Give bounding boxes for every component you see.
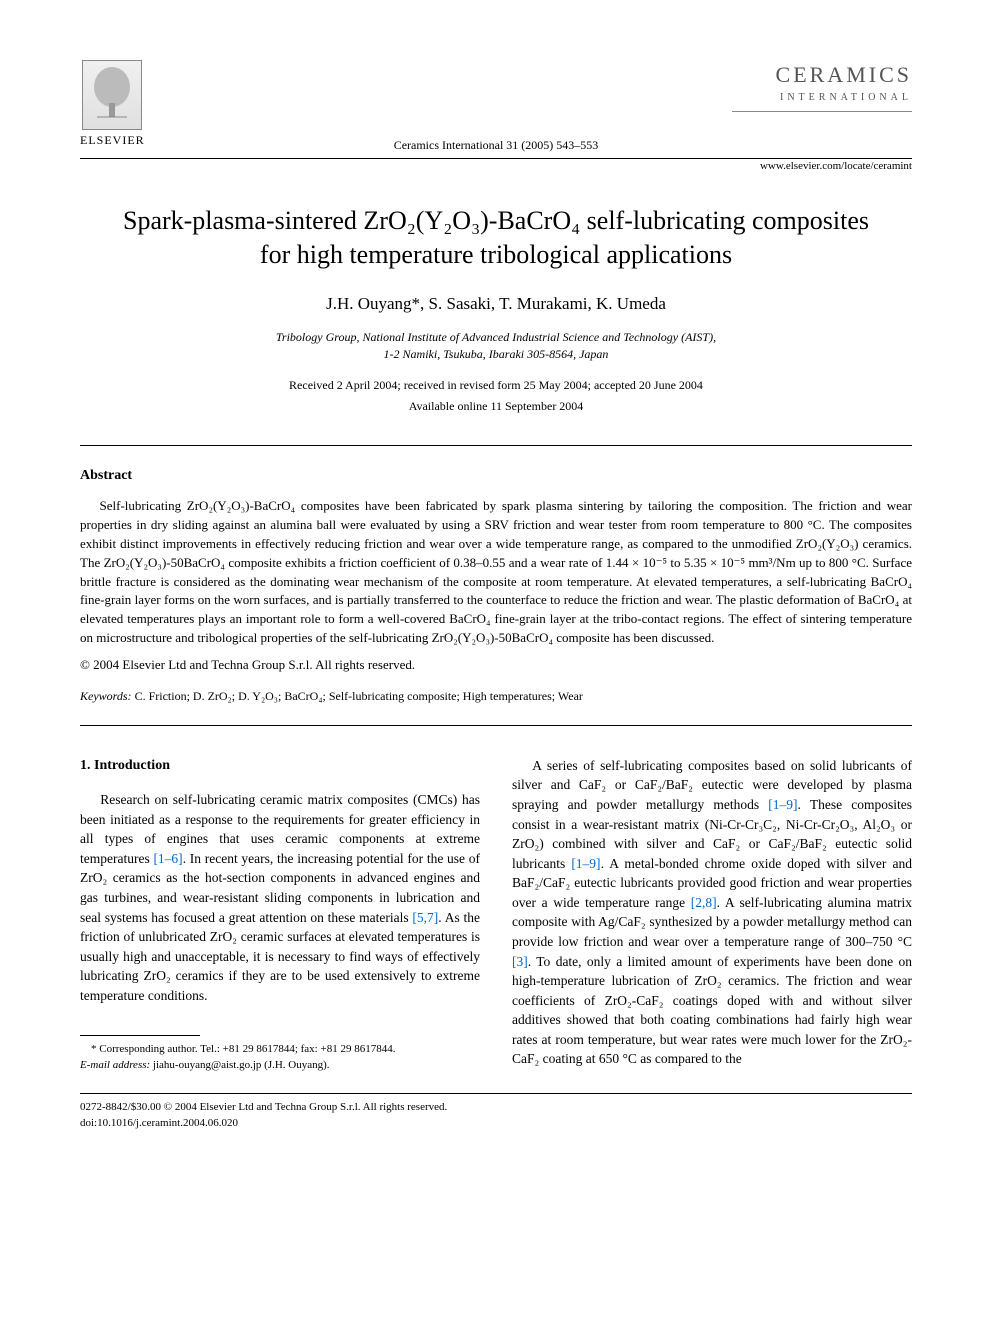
left-column: 1. Introduction Research on self-lubrica…: [80, 756, 480, 1073]
footer-rule: [80, 1093, 912, 1094]
citation-reference: Ceramics International 31 (2005) 543–553: [80, 137, 912, 154]
email-label: E-mail address:: [80, 1059, 150, 1071]
journal-subtitle: INTERNATIONAL: [732, 91, 912, 105]
keywords: Keywords: C. Friction; D. ZrO₂; D. Y₂O₃;…: [80, 688, 912, 705]
intro-paragraph-right: A series of self-lubricating composites …: [512, 756, 912, 1069]
reference-link[interactable]: [1–6]: [153, 851, 182, 866]
author-list: J.H. Ouyang*, S. Sasaki, T. Murakami, K.…: [80, 292, 912, 316]
page-header: ELSEVIER CERAMICS INTERNATIONAL: [80, 60, 912, 149]
affiliation-line-1: Tribology Group, National Institute of A…: [276, 330, 716, 344]
publisher-name: ELSEVIER: [80, 132, 145, 149]
separator-rule: [80, 445, 912, 446]
affiliation: Tribology Group, National Institute of A…: [80, 329, 912, 363]
copyright-line: © 2004 Elsevier Ltd and Techna Group S.r…: [80, 656, 912, 674]
reference-link[interactable]: [5,7]: [412, 910, 438, 925]
journal-name: CERAMICS: [732, 60, 912, 91]
email-address[interactable]: jiahu-ouyang@aist.go.jp (J.H. Ouyang).: [150, 1059, 329, 1071]
footer-doi: doi:10.1016/j.ceramint.2004.06.020: [80, 1116, 912, 1131]
article-title: Spark-plasma-sintered ZrO₂(Y₂O₃)-BaCrO₄ …: [120, 204, 872, 272]
corresponding-author: * Corresponding author. Tel.: +81 29 861…: [91, 1043, 395, 1055]
keywords-label: Keywords:: [80, 689, 132, 703]
footnote-separator: [80, 1035, 200, 1036]
journal-logo: CERAMICS INTERNATIONAL: [732, 60, 912, 112]
reference-link[interactable]: [2,8]: [691, 895, 717, 910]
corresponding-footnote: * Corresponding author. Tel.: +81 29 861…: [80, 1042, 480, 1073]
reference-link[interactable]: [3]: [512, 954, 528, 969]
right-column: A series of self-lubricating composites …: [512, 756, 912, 1073]
abstract-text: Self-lubricating ZrO₂(Y₂O₃)-BaCrO₄ compo…: [80, 497, 912, 648]
affiliation-line-2: 1-2 Namiki, Tsukuba, Ibaraki 305-8564, J…: [384, 347, 609, 361]
separator-rule-2: [80, 725, 912, 726]
elsevier-tree-icon: [82, 60, 142, 130]
available-online: Available online 11 September 2004: [80, 398, 912, 415]
abstract-heading: Abstract: [80, 466, 912, 486]
section-1-heading: 1. Introduction: [80, 756, 480, 776]
article-dates: Received 2 April 2004; received in revis…: [80, 377, 912, 394]
keywords-text: C. Friction; D. ZrO₂; D. Y₂O₃; BaCrO₄; S…: [132, 689, 583, 703]
footer: 0272-8842/$30.00 © 2004 Elsevier Ltd and…: [80, 1100, 912, 1131]
body-columns: 1. Introduction Research on self-lubrica…: [80, 756, 912, 1073]
reference-link[interactable]: [1–9]: [768, 797, 797, 812]
reference-link[interactable]: [1–9]: [571, 856, 600, 871]
journal-website[interactable]: www.elsevier.com/locate/ceramint: [80, 159, 912, 174]
publisher-logo: ELSEVIER: [80, 60, 145, 149]
abstract-body: Self-lubricating ZrO₂(Y₂O₃)-BaCrO₄ compo…: [80, 497, 912, 648]
intro-paragraph-left: Research on self-lubricating ceramic mat…: [80, 790, 480, 1005]
footer-copyright: 0272-8842/$30.00 © 2004 Elsevier Ltd and…: [80, 1100, 912, 1115]
